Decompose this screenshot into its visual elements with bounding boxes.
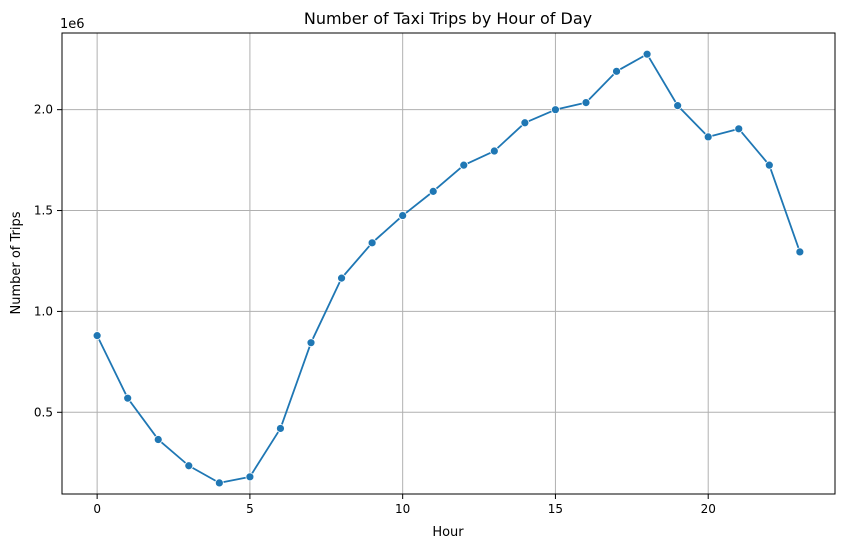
data-point — [795, 247, 805, 257]
plot-border — [61, 32, 836, 495]
data-point — [764, 160, 774, 170]
x-tick-label: 15 — [548, 502, 563, 516]
x-tick-label: 5 — [246, 502, 254, 516]
data-point — [734, 124, 744, 134]
data-point — [398, 211, 408, 220]
data-point — [520, 118, 530, 128]
data-point — [214, 478, 224, 488]
x-tick-label: 20 — [701, 502, 716, 516]
data-point — [367, 238, 377, 248]
data-point — [92, 331, 102, 341]
chart-title: Number of Taxi Trips by Hour of Day — [304, 9, 592, 28]
data-point — [123, 393, 133, 403]
data-point — [551, 105, 560, 115]
data-point — [703, 132, 713, 142]
y-tick-label: 0.5 — [34, 405, 53, 419]
tick-layer: 0 5 10 15 20 0.5 1.0 1.5 2.0 — [34, 103, 716, 516]
series-line — [96, 53, 801, 484]
y-tick-label: 2.0 — [34, 103, 53, 117]
gridlines — [62, 33, 835, 494]
data-point — [581, 98, 591, 108]
data-point — [489, 146, 499, 156]
x-axis-label: Hour — [432, 525, 464, 540]
y-tick-label: 1.5 — [34, 204, 53, 218]
data-point — [459, 160, 469, 170]
data-point — [612, 66, 621, 76]
series-layer — [92, 49, 805, 488]
y-tick-label: 1.0 — [34, 304, 53, 318]
data-point — [306, 338, 316, 348]
data-point — [276, 424, 285, 433]
data-point — [184, 461, 194, 471]
x-tick-label: 0 — [93, 502, 101, 516]
x-tick-label: 10 — [395, 502, 410, 516]
data-point — [642, 49, 652, 59]
data-point — [428, 186, 438, 196]
data-point — [245, 472, 255, 482]
y-axis-label: Number of Trips — [9, 211, 24, 314]
data-point — [153, 435, 163, 444]
data-point — [337, 273, 346, 283]
plot-frame — [61, 32, 836, 495]
y-axis-offset-text: 1e6 — [60, 17, 85, 32]
data-point — [673, 101, 683, 111]
